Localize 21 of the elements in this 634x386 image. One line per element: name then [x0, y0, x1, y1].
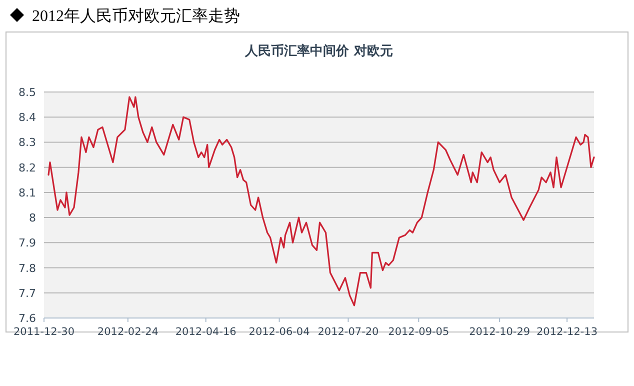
x-tick-label: 2012-09-05 — [388, 326, 450, 338]
y-tick-label: 8.4 — [18, 111, 36, 124]
x-tick-label: 2012-07-20 — [318, 326, 379, 338]
y-tick-label: 7.6 — [18, 312, 36, 325]
y-tick-label: 8.2 — [18, 161, 36, 174]
y-tick-label: 7.9 — [18, 236, 36, 250]
x-tick-label: 2011-12-30 — [13, 326, 75, 338]
y-tick-label: 8.3 — [18, 136, 36, 150]
x-tick-label: 2012-10-29 — [469, 326, 530, 338]
chart-title: 2012年人民币对欧元汇率走势 — [32, 7, 240, 25]
y-tick-label: 8.1 — [18, 186, 36, 200]
chart-subtitle: 人民币汇率中间价 对欧元 — [244, 43, 393, 59]
x-tick-label: 2012-04-16 — [175, 326, 237, 338]
y-tick-label: 7.7 — [18, 286, 36, 300]
y-tick-label: 8.5 — [18, 86, 36, 99]
x-tick-label: 2012-02-24 — [97, 326, 159, 338]
x-tick-label: 2012-12-13 — [536, 326, 598, 338]
y-tick-label: 7.8 — [18, 262, 36, 275]
line-series — [48, 96, 595, 306]
x-tick-label: 2012-06-04 — [248, 326, 310, 338]
y-tick-label: 8 — [29, 212, 36, 225]
